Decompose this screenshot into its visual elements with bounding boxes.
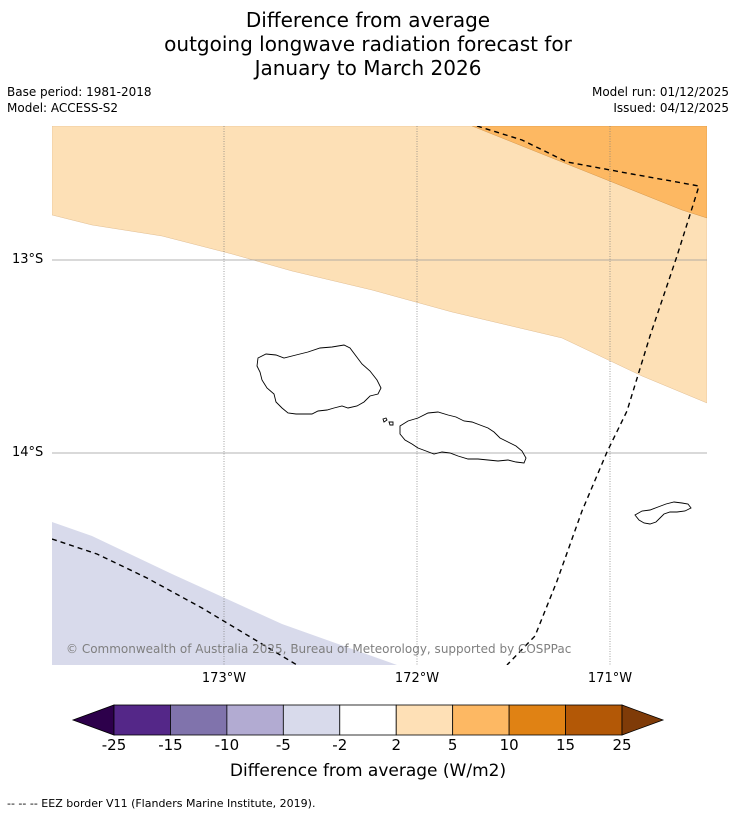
lat-label-13s: 13°S (12, 252, 44, 267)
lon-label-172w: 172°W (394, 671, 440, 686)
colorbar-segment (170, 704, 228, 736)
copyright-text: © Commonwealth of Australia 2025, Bureau… (66, 642, 572, 656)
apolima-islet (388, 421, 394, 426)
lon-label-171w: 171°W (587, 671, 633, 686)
title-line-1: Difference from average (245, 8, 491, 32)
eez-border (476, 126, 700, 665)
eez-border-southwest (52, 538, 298, 665)
colorbar-tick-label: -5 (275, 736, 291, 754)
issued-date: Issued: 04/12/2025 (613, 101, 729, 115)
colorbar (70, 703, 666, 737)
colorbar-segment (282, 704, 341, 736)
colorbar-tick-label: 25 (612, 736, 632, 754)
anomaly-region-5-10 (471, 126, 707, 219)
meta-left: Base period: 1981-2018 Model: ACCESS-S2 (7, 84, 152, 116)
anomaly-region-2-5 (52, 126, 707, 404)
base-period: Base period: 1981-2018 (7, 85, 152, 99)
chart-title: Difference from average outgoing longwav… (0, 8, 736, 80)
colorbar-tick-label: -2 (332, 736, 348, 754)
upolu-island (399, 411, 527, 464)
title-line-3: January to March 2026 (254, 56, 482, 80)
manono-islet (382, 417, 388, 423)
colorbar-segment (565, 704, 623, 736)
colorbar-segment (395, 704, 454, 736)
colorbar-tick-label: 5 (447, 736, 458, 754)
model-name: Model: ACCESS-S2 (7, 101, 119, 115)
colorbar-segment (113, 704, 171, 736)
colorbar-tick-label: -15 (158, 736, 183, 754)
map-panel[interactable] (52, 126, 707, 665)
lat-label-14s: 14°S (12, 445, 44, 460)
lon-label-173w: 173°W (201, 671, 247, 686)
colorbar-segment (339, 704, 397, 736)
eez-footnote: -- -- -- EEZ border V11 (Flanders Marine… (7, 797, 316, 810)
map-svg (52, 126, 707, 665)
colorbar-segment (508, 704, 566, 736)
colorbar-tick-label: 10 (499, 736, 519, 754)
colorbar-tick-label: -25 (101, 736, 127, 754)
colorbar-segment (226, 704, 284, 736)
meta-right: Model run: 01/12/2025 Issued: 04/12/2025 (592, 84, 729, 116)
tutuila-island (634, 501, 692, 525)
colorbar-segment (452, 704, 510, 736)
colorbar-extend-low (71, 704, 115, 736)
model-run: Model run: 01/12/2025 (591, 85, 729, 99)
colorbar-tick-label: 15 (556, 736, 576, 754)
colorbar-extend-high (621, 704, 665, 736)
colorbar-tick-label: 2 (391, 736, 401, 754)
anomaly-region-neg2-neg5 (52, 522, 397, 665)
colorbar-svg (71, 704, 665, 736)
colorbar-tick-label: -10 (214, 736, 240, 754)
title-line-2: outgoing longwave radiation forecast for (164, 32, 572, 56)
savaii-island (256, 344, 382, 415)
colorbar-label: Difference from average (W/m2) (229, 761, 507, 781)
